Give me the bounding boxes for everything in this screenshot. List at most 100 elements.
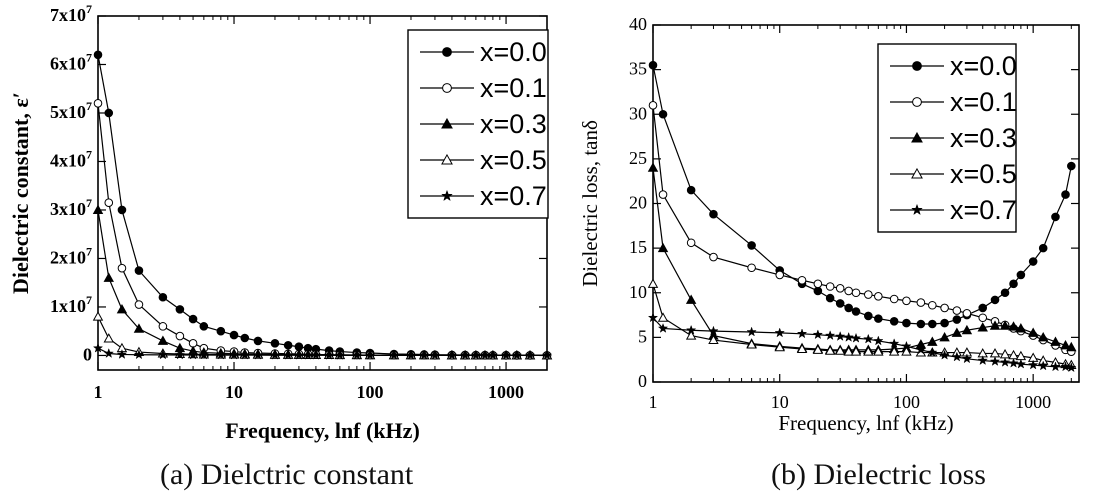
data-point [1038, 243, 1048, 253]
data-point [116, 348, 128, 359]
data-point [874, 314, 883, 323]
data-point [825, 282, 835, 291]
data-point [978, 313, 988, 323]
data-point [916, 319, 926, 329]
data-point [939, 331, 950, 342]
data-point [1066, 362, 1077, 373]
data-point [977, 322, 988, 332]
data-point [239, 349, 251, 360]
data-point [977, 355, 988, 366]
y-tick-label: 0 [638, 371, 647, 391]
data-point [657, 242, 669, 253]
data-point [844, 303, 853, 313]
data-point [93, 50, 103, 60]
x-axis-label: Frequency, lnf (kHz) [225, 418, 420, 443]
data-point [709, 209, 718, 219]
data-point [685, 294, 697, 304]
data-point [310, 349, 322, 360]
y-axis-label: Dielectric constant, ε′ [8, 92, 33, 294]
data-point [843, 331, 854, 342]
legend-label: x=0.3 [480, 109, 547, 139]
legend-marker [911, 203, 923, 216]
legend-label: x=0.5 [950, 159, 1017, 189]
data-point [774, 341, 785, 352]
data-point [657, 322, 669, 333]
series-x=0.0 [648, 60, 1076, 329]
data-point [888, 346, 900, 356]
data-point [188, 314, 198, 324]
legend-marker [912, 97, 922, 107]
data-point [658, 190, 668, 199]
y-tick-label: 3x107 [50, 196, 92, 219]
data-point [863, 290, 873, 299]
y-tick-label: 40 [629, 14, 647, 34]
data-point [927, 347, 938, 358]
y-tick-label: 4x107 [50, 147, 92, 170]
data-point [175, 331, 185, 341]
data-point [228, 349, 240, 360]
x-axis-label: Frequency, lnf (kHz) [778, 411, 953, 435]
data-point [1008, 357, 1019, 368]
data-point [1037, 331, 1049, 342]
data-point [939, 349, 950, 360]
y-tick-label: 5 [638, 326, 647, 346]
data-point [813, 279, 823, 289]
data-point [1051, 212, 1060, 222]
data-point [198, 349, 210, 360]
legend-marker [912, 61, 922, 71]
data-point [708, 334, 719, 345]
data-point [1000, 288, 1010, 298]
data-point [850, 346, 862, 356]
data-point [978, 303, 988, 313]
data-point [774, 327, 785, 338]
legend-box [877, 43, 1017, 233]
data-point [775, 270, 785, 280]
x-tick-label: 1000 [488, 382, 524, 402]
data-point [92, 204, 104, 214]
data-point [446, 349, 458, 360]
legend-label: x=0.1 [950, 87, 1017, 117]
caption-dielectric-constant: (a) Dielctric constant [160, 458, 414, 491]
data-point [470, 349, 482, 360]
data-point [133, 323, 145, 333]
data-point [863, 333, 874, 344]
data-point [863, 311, 873, 321]
chart-dielectric-constant: 1 10 100 1000 0 1x107 2x107 3x107 4x107 5x107 6x10… [8, 2, 553, 443]
y-tick-label: 20 [629, 193, 647, 213]
data-point [746, 326, 757, 337]
data-point [989, 355, 1001, 366]
x-tick-label: 100 [893, 392, 920, 412]
legend-marker [911, 167, 923, 179]
data-point [103, 333, 114, 343]
data-point [158, 292, 168, 302]
data-point [889, 317, 899, 326]
legend-label: x=0.7 [950, 195, 1017, 225]
data-point [1015, 358, 1027, 369]
data-point [825, 293, 835, 303]
data-point [685, 324, 697, 335]
data-point [834, 330, 846, 341]
legend-label: x=0.7 [480, 181, 547, 211]
caption-dielectric-loss: (b) Dielectric loss [771, 458, 986, 491]
data-point [1060, 361, 1071, 372]
data-point [888, 338, 900, 349]
data-point [104, 198, 114, 207]
data-point [902, 296, 911, 306]
data-point [658, 109, 668, 119]
data-point [524, 349, 536, 360]
y-tick-label: 10 [629, 282, 647, 302]
data-point [796, 343, 808, 353]
data-point [92, 311, 104, 321]
data-point [647, 162, 659, 172]
data-point [252, 349, 264, 360]
data-point [388, 349, 400, 360]
data-point [851, 307, 861, 316]
data-point [685, 330, 697, 340]
data-point [117, 205, 127, 215]
series-x=0.5 [647, 278, 1077, 370]
legend-label: x=0.1 [480, 73, 547, 103]
series-x=0.7 [92, 342, 553, 360]
y-axis-label: Dielectric loss, tanδ [578, 120, 602, 287]
series-x=0.3 [92, 204, 553, 360]
data-point [863, 346, 874, 356]
